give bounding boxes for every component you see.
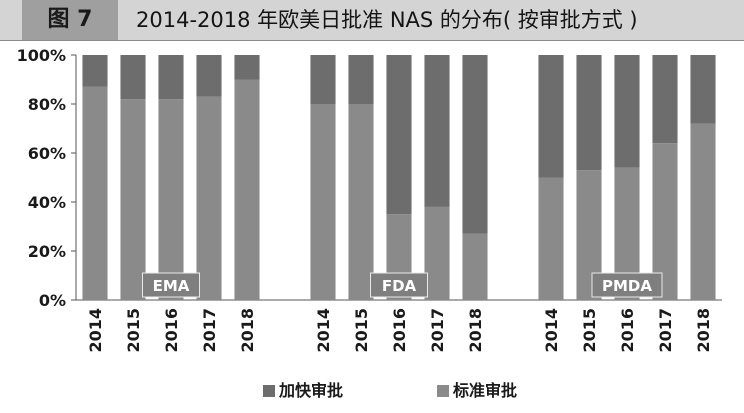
figure-header: 图 7 2014-2018 年欧美日批准 NAS 的分布( 按审批方式 ): [0, 0, 744, 41]
y-tick-label: 20%: [28, 242, 66, 261]
bar-segment-accelerated: [690, 55, 716, 124]
bar-segment-accelerated: [120, 55, 146, 100]
group-label-box: [370, 272, 428, 298]
bar-segment-standard: [158, 99, 184, 300]
bar-segment-standard: [234, 79, 260, 300]
legend-label-standard: 标准审批: [453, 381, 518, 400]
bar-segment-standard: [538, 177, 564, 300]
x-tick-label: 2014: [86, 308, 105, 353]
bar-segment-standard: [82, 86, 108, 300]
x-tick-label: 2017: [200, 308, 219, 353]
bar-segment-accelerated: [196, 55, 222, 97]
group-label-box: [142, 272, 200, 298]
y-tick-label: 80%: [28, 95, 66, 114]
x-tick-label: 2016: [162, 308, 181, 353]
bar-segment-accelerated: [158, 55, 184, 100]
x-tick-label: 2016: [618, 308, 637, 353]
x-tick-label: 2015: [124, 308, 143, 353]
bar-segment-standard: [120, 99, 146, 300]
y-tick-label: 0%: [39, 291, 66, 310]
bar-segment-accelerated: [348, 55, 374, 104]
bar-segment-standard: [348, 104, 374, 300]
legend-item-standard: 标准审批: [437, 380, 517, 402]
group-label: PMDA: [602, 277, 652, 295]
group-label-box: [591, 272, 663, 298]
legend-item-accelerated: 加快审批: [263, 380, 343, 402]
chart-plot: 0% 20% 40% 60% 80% 100% 2014 2015 2016 2017 2018 EM…: [17, 46, 722, 353]
group-label: FDA: [382, 277, 417, 295]
x-tick-label: 2014: [314, 308, 333, 353]
y-tick-label: 60%: [28, 144, 66, 163]
bar-segment-standard: [462, 233, 488, 300]
bar-segment-accelerated: [614, 55, 640, 168]
bar-segment-accelerated: [576, 55, 602, 171]
bar-segment-accelerated: [234, 55, 260, 80]
bar-segment-accelerated: [386, 55, 412, 215]
x-tick-label: 2016: [390, 308, 409, 353]
x-tick-label: 2018: [466, 308, 485, 353]
chart-title: 2014-2018 年欧美日批准 NAS 的分布( 按审批方式 ): [136, 8, 638, 32]
bar-segment-accelerated: [652, 55, 678, 144]
legend-swatch-accelerated: [263, 385, 275, 397]
bar-segment-accelerated: [462, 55, 488, 234]
bar-segment-accelerated: [538, 55, 564, 178]
bar-segment-accelerated: [310, 55, 336, 104]
x-tick-label: 2017: [656, 308, 675, 353]
bar-segment-standard: [310, 104, 336, 300]
figure-label: 图 7: [22, 0, 118, 40]
group-label: EMA: [153, 277, 190, 295]
x-tick-label: 2015: [580, 308, 599, 353]
bar-segment-accelerated: [82, 55, 108, 87]
y-tick-label: 100%: [17, 46, 66, 65]
bar-segment-accelerated: [424, 55, 450, 207]
x-tick-label: 2018: [694, 308, 713, 353]
y-tick-label: 40%: [28, 193, 66, 212]
legend-swatch-standard: [437, 385, 449, 397]
legend-label-accelerated: 加快审批: [279, 381, 344, 400]
x-tick-label: 2018: [238, 308, 257, 353]
x-tick-label: 2015: [352, 308, 371, 353]
bar-segment-standard: [424, 206, 450, 300]
x-tick-label: 2017: [428, 308, 447, 353]
bar-segment-standard: [690, 123, 716, 300]
x-tick-label: 2014: [542, 308, 561, 353]
bar-segment-standard: [196, 96, 222, 301]
